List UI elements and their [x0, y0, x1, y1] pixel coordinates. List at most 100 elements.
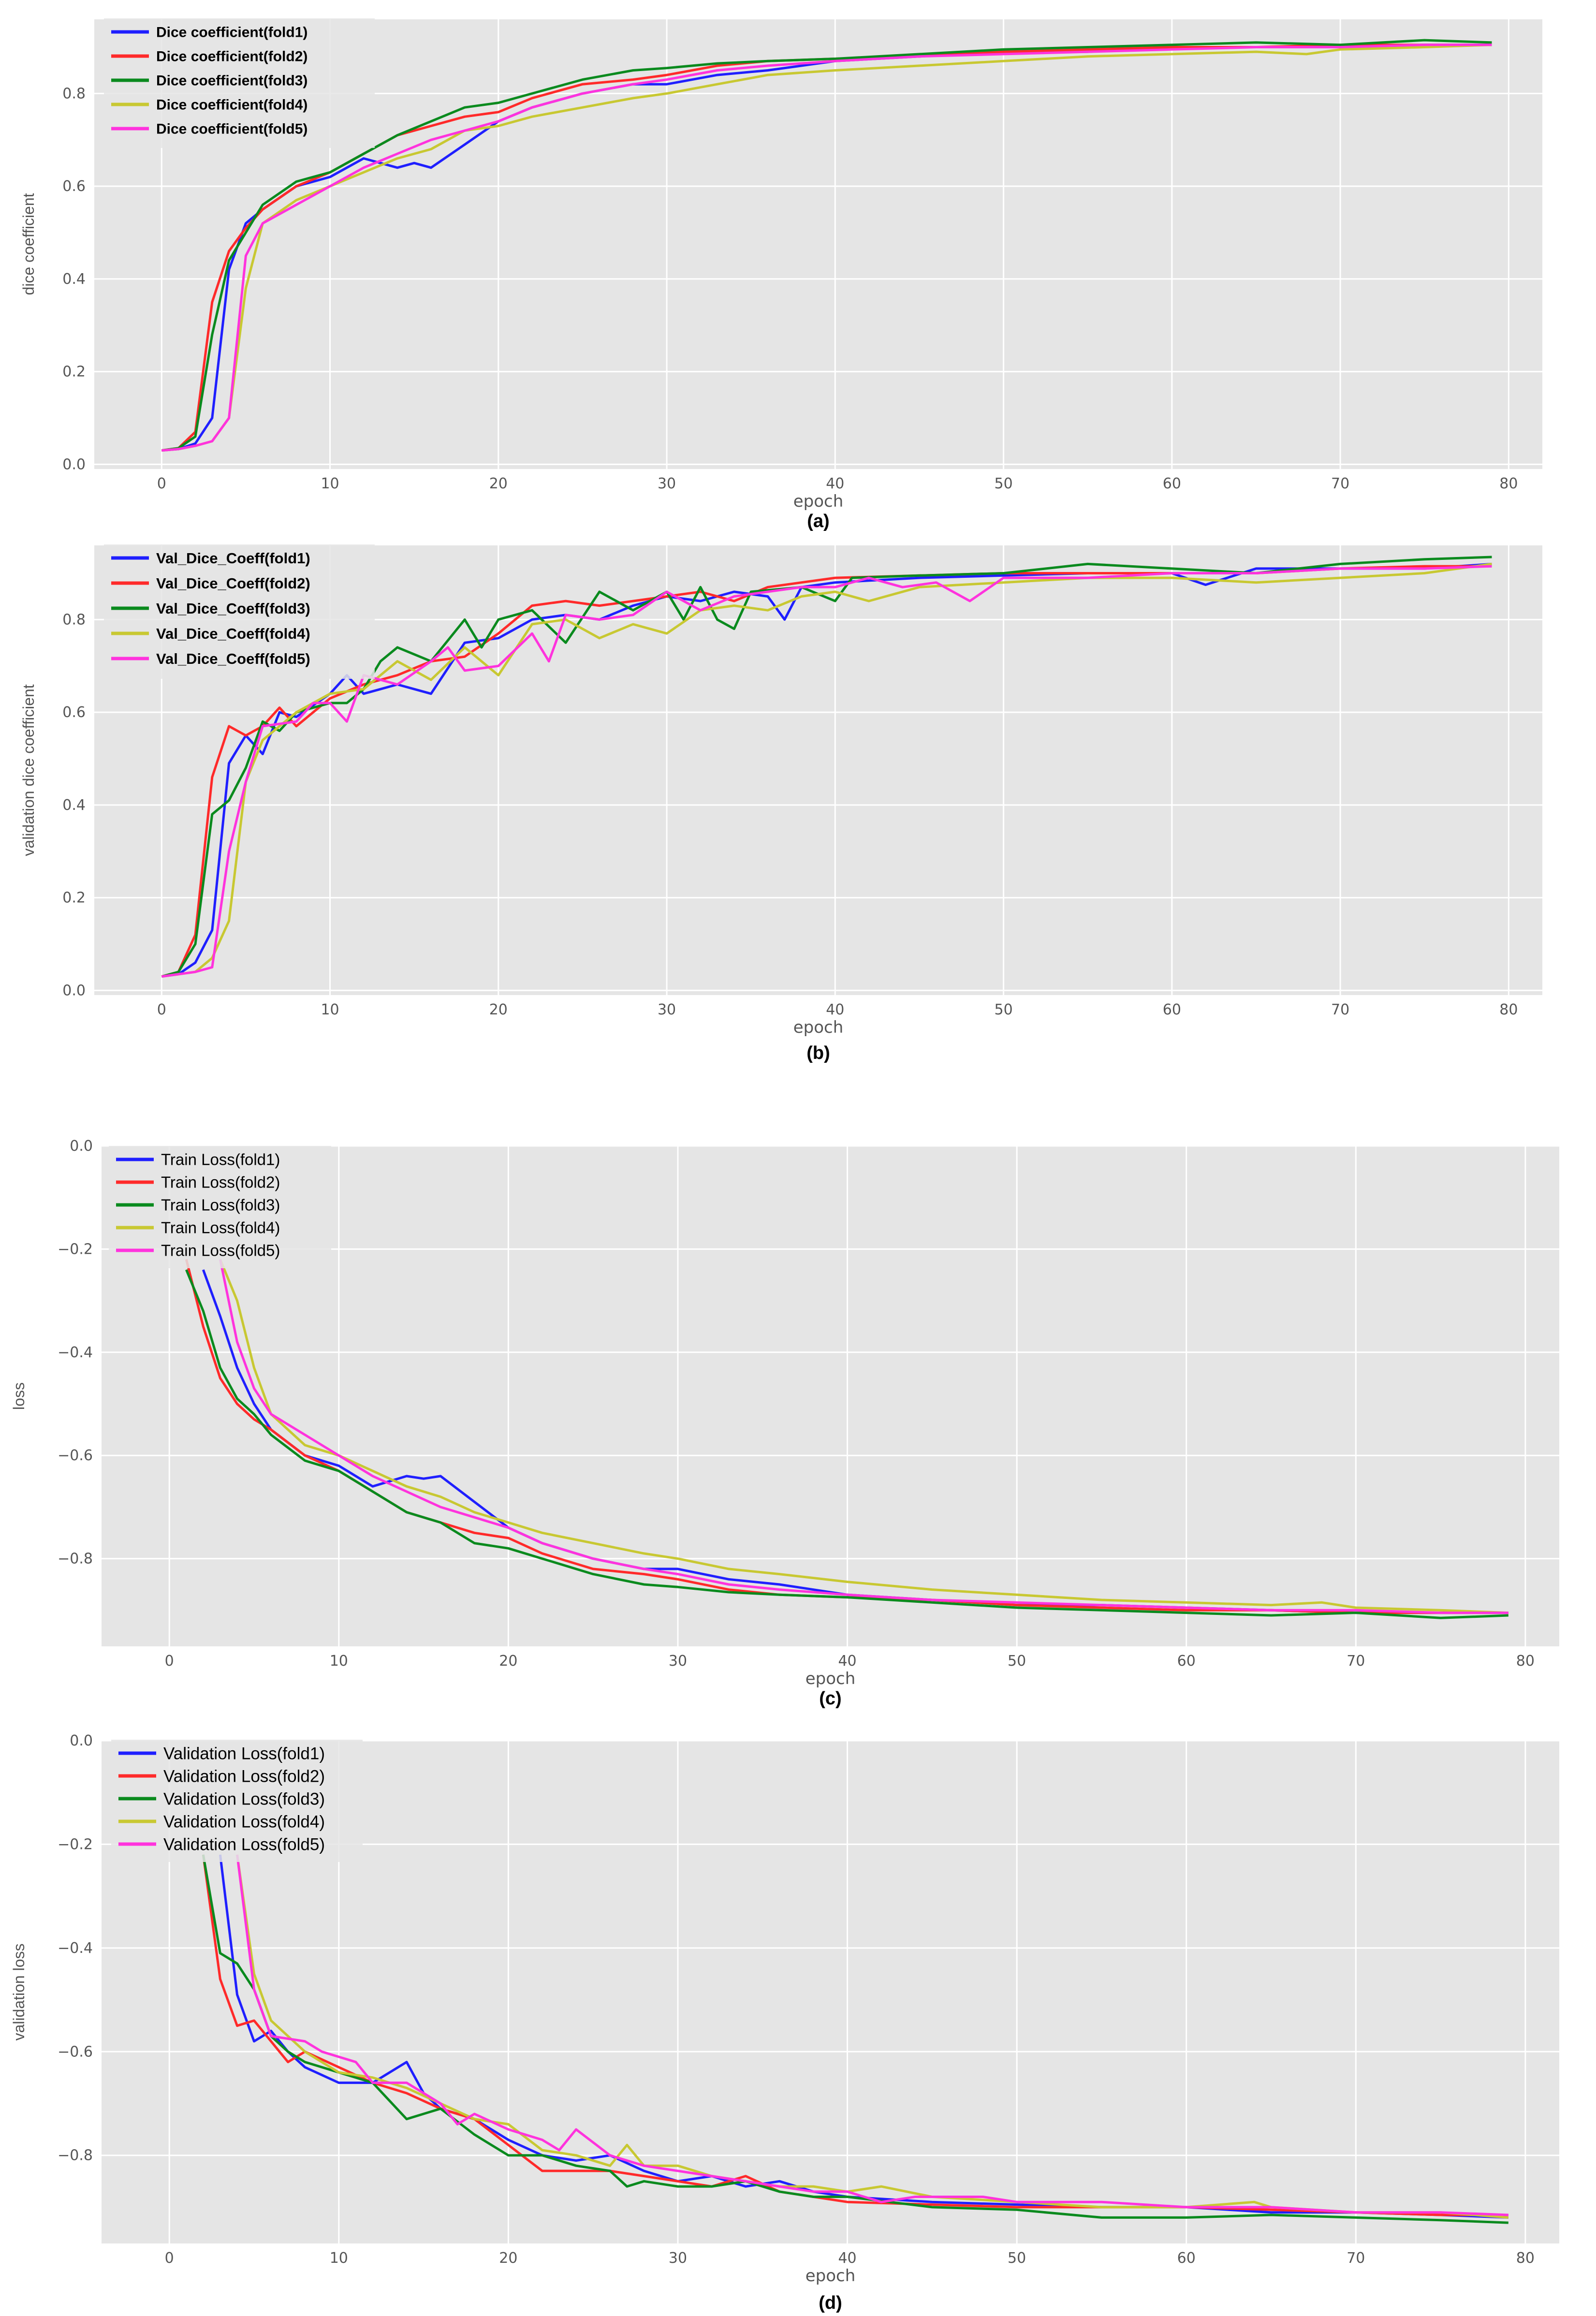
y-axis-label: validation dice coefficient [20, 684, 37, 856]
chart-panel-d: 0 10 20 30 40 50 60 70 80 0.0 −0.2 −0.4 −0.6 −0.8 Vali… [10, 1732, 1559, 2313]
legend-box [104, 544, 375, 679]
y-tick-label: 0.0 [70, 1138, 93, 1155]
legend-label: Train Loss(fold1) [161, 1151, 280, 1169]
y-tick-label: 0.4 [62, 797, 86, 814]
legend-label: Dice coefficient(fold2) [156, 49, 307, 65]
x-tick-label: 70 [1331, 475, 1349, 492]
x-tick-label: 50 [994, 1001, 1012, 1018]
legend-box [111, 1740, 363, 1862]
series-line-fold2 [161, 565, 1492, 978]
x-axis-label: epoch [793, 1018, 844, 1037]
y-axis-label: validation loss [10, 1944, 28, 2041]
series-line-fold3 [202, 1854, 1508, 2224]
legend-box [104, 18, 375, 148]
x-tick-label: 60 [1163, 1001, 1181, 1018]
x-tick-label: 20 [489, 475, 508, 492]
x-tick-label: 70 [1347, 1653, 1365, 1670]
x-tick-label: 0 [165, 2250, 174, 2267]
y-tick-label: −0.2 [58, 1836, 93, 1853]
x-tick-label: 20 [499, 2250, 517, 2267]
y-tick-label: −0.8 [58, 1551, 93, 1568]
chart-panel-a: 0 10 20 30 40 50 60 70 80 0.0 0.2 0.4 0.6 0.8 Dice coe… [20, 18, 1542, 531]
series-line-fold3 [161, 39, 1492, 452]
x-tick-label: 30 [658, 1001, 676, 1018]
legend-label: Val_Dice_Coeff(fold5) [156, 650, 310, 667]
series-line-fold3 [185, 1269, 1508, 1619]
y-tick-label: 0.6 [62, 178, 86, 195]
x-tick-label: 10 [330, 1653, 348, 1670]
legend-label: Val_Dice_Coeff(fold1) [156, 550, 310, 567]
x-tick-label: 10 [321, 1001, 339, 1018]
x-tick-label: 20 [489, 1001, 508, 1018]
y-tick-label: 0.2 [62, 364, 86, 381]
x-tick-label: 40 [838, 1653, 856, 1670]
legend-label: Dice coefficient(fold5) [156, 121, 307, 137]
x-tick-label: 30 [669, 1653, 687, 1670]
x-axis-label: epoch [805, 2266, 856, 2286]
x-tick-label: 30 [658, 475, 676, 492]
x-tick-label: 0 [157, 475, 166, 492]
series-line-fold4 [219, 1259, 1508, 1614]
x-tick-label: 40 [826, 1001, 844, 1018]
series-line-fold4 [161, 562, 1492, 978]
y-tick-label: 0.2 [62, 890, 86, 907]
x-tick-label: 50 [1008, 2250, 1026, 2267]
x-tick-label: 30 [669, 2250, 687, 2267]
y-tick-label: 0.0 [62, 982, 86, 999]
series-line-fold5 [161, 565, 1492, 978]
x-tick-label: 60 [1163, 475, 1181, 492]
y-tick-label: −0.6 [58, 2043, 93, 2060]
x-tick-label: 20 [499, 1653, 517, 1670]
legend-label: Validation Loss(fold3) [163, 1789, 325, 1808]
x-tick-label: 40 [838, 2250, 856, 2267]
panel-label: (d) [819, 2293, 842, 2313]
x-tick-label: 80 [1499, 1001, 1518, 1018]
legend-label: Val_Dice_Coeff(fold4) [156, 625, 310, 642]
x-tick-label: 0 [157, 1001, 166, 1018]
legend-box [109, 1146, 331, 1268]
y-tick-label: 0.4 [62, 271, 86, 288]
y-tick-label: 0.6 [62, 704, 86, 721]
chart-panel-c: 0 10 20 30 40 50 60 70 80 0.0 −0.2 −0.4 −0.6 −0.8 Trai… [10, 1138, 1559, 1709]
panel-label: (c) [819, 1688, 841, 1709]
x-tick-label: 80 [1499, 475, 1518, 492]
y-tick-label: 0.8 [62, 611, 86, 628]
x-tick-label: 40 [826, 475, 844, 492]
series-line-fold4 [161, 44, 1492, 452]
series-line-fold5 [161, 44, 1492, 452]
panel-label: (b) [806, 1043, 830, 1063]
legend-label: Val_Dice_Coeff(fold2) [156, 575, 310, 592]
x-tick-label: 70 [1347, 2250, 1365, 2267]
x-tick-label: 50 [1008, 1653, 1026, 1670]
legend-label: Dice coefficient(fold4) [156, 97, 307, 113]
y-axis-label: loss [10, 1382, 28, 1410]
y-tick-label: −0.4 [58, 1940, 93, 1957]
y-axis-label: dice coefficient [20, 193, 37, 295]
x-axis-label: epoch [805, 1669, 856, 1688]
series-line-fold5 [219, 1259, 1508, 1614]
x-tick-label: 10 [330, 2250, 348, 2267]
y-tick-label: 0.0 [62, 456, 86, 473]
legend-label: Train Loss(fold3) [161, 1196, 280, 1214]
panel-label: (a) [807, 511, 829, 531]
chart-panel-b: 0 10 20 30 40 50 60 70 80 0.0 0.2 0.4 0.6 0.8 Val_Dice… [20, 544, 1542, 1063]
legend-label: Val_Dice_Coeff(fold3) [156, 600, 310, 617]
y-tick-label: 0.8 [62, 85, 86, 102]
x-tick-label: 50 [994, 475, 1012, 492]
legend-label: Train Loss(fold5) [161, 1242, 280, 1260]
legend-label: Train Loss(fold2) [161, 1173, 280, 1191]
series-line-fold2 [161, 44, 1492, 452]
y-tick-label: 0.0 [70, 1732, 93, 1749]
x-tick-label: 70 [1331, 1001, 1349, 1018]
x-tick-label: 60 [1177, 2250, 1196, 2267]
x-tick-label: 60 [1177, 1653, 1196, 1670]
x-tick-label: 10 [321, 475, 339, 492]
legend-label: Train Loss(fold4) [161, 1219, 280, 1237]
legend-label: Validation Loss(fold5) [163, 1835, 325, 1854]
x-axis-label: epoch [793, 492, 844, 511]
series-line-fold5 [236, 1854, 1508, 2216]
x-tick-label: 0 [165, 1653, 174, 1670]
y-tick-label: −0.6 [58, 1447, 93, 1464]
legend-label: Validation Loss(fold2) [163, 1767, 325, 1786]
